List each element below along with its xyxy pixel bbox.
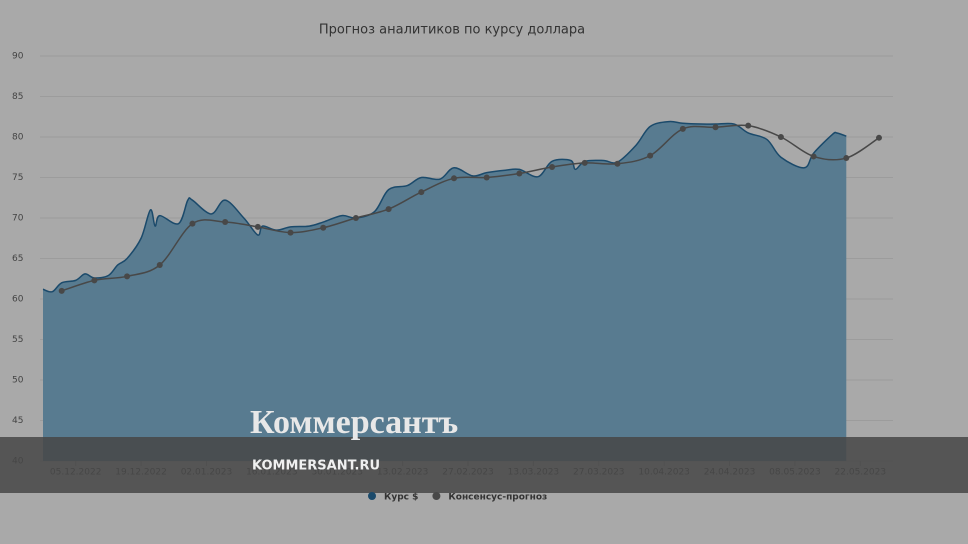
point — [712, 124, 719, 131]
point — [287, 229, 294, 236]
point — [222, 219, 229, 226]
y-tick-label: 55 — [12, 335, 23, 345]
point — [189, 220, 196, 227]
y-tick-label: 70 — [12, 214, 24, 224]
point — [124, 273, 131, 280]
y-tick-label: 75 — [12, 173, 23, 183]
y-tick-label: 45 — [12, 416, 23, 426]
point — [875, 134, 882, 141]
point — [843, 155, 850, 162]
point — [156, 261, 163, 268]
point — [254, 223, 261, 230]
y-tick-label: 50 — [12, 376, 24, 386]
watermark-site: KOMMERSANT.RU — [252, 459, 380, 474]
point — [385, 206, 392, 213]
point — [516, 170, 523, 177]
point — [352, 215, 359, 221]
point — [418, 189, 425, 196]
point — [483, 174, 490, 181]
point — [810, 153, 817, 160]
chart-title: Прогноз аналитиков по курсу доллара — [319, 23, 585, 38]
point — [581, 159, 588, 166]
point — [647, 152, 654, 159]
watermark-band — [0, 437, 968, 493]
point — [679, 125, 686, 132]
watermark-logo: Коммерсантъ — [250, 404, 458, 441]
y-tick-label: 85 — [12, 92, 23, 102]
area — [43, 121, 847, 461]
point — [320, 224, 327, 231]
legend-marker — [432, 492, 441, 500]
y-tick-label: 80 — [12, 133, 24, 143]
legend-marker — [368, 492, 376, 500]
point — [58, 287, 65, 294]
y-tick-label: 90 — [12, 52, 24, 62]
point — [614, 160, 621, 167]
point — [745, 122, 752, 129]
point — [777, 134, 784, 140]
point — [91, 277, 98, 284]
y-tick-label: 60 — [12, 295, 24, 305]
point — [450, 175, 457, 182]
y-tick-label: 65 — [12, 254, 23, 264]
legend-label: Консенсус-прогноз — [448, 493, 547, 503]
legend-label: Курс $ — [384, 493, 418, 503]
point — [549, 163, 556, 170]
line — [42, 120, 847, 293]
